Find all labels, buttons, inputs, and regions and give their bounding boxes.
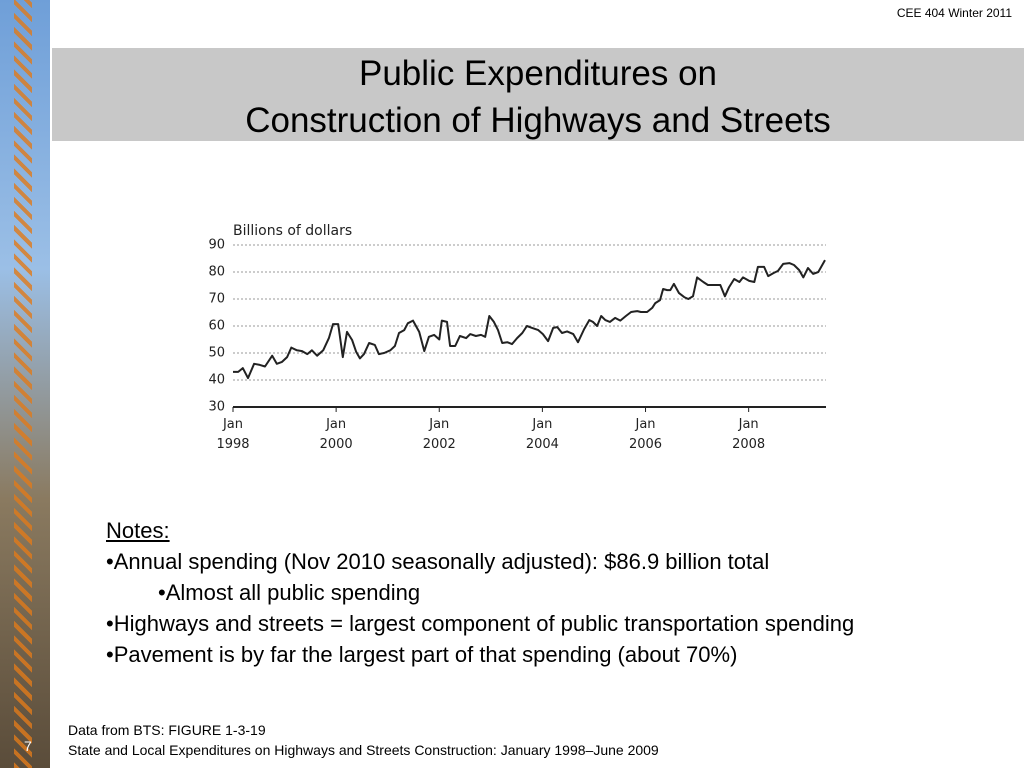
title-line: Public Expenditures on xyxy=(359,54,717,93)
x-tick-label: Jan 2008 xyxy=(732,417,765,452)
x-tick-label: Jan 1998 xyxy=(216,417,249,452)
crane-strip xyxy=(14,0,32,768)
note-item: •Pavement is by far the largest part of … xyxy=(106,642,738,667)
x-tick-label: Jan 2002 xyxy=(423,417,456,452)
x-tick-label: Jan 2006 xyxy=(629,417,662,452)
y-axis-label: Billions of dollars xyxy=(233,223,352,239)
x-tick-label: Jan 2004 xyxy=(526,417,559,452)
note-item: •Almost all public spending xyxy=(158,580,421,605)
title-band xyxy=(52,48,1024,141)
y-tick-label: 70 xyxy=(208,292,225,307)
data-line xyxy=(233,259,826,380)
header: CEE 404 Winter 2011 xyxy=(896,6,1012,20)
slide-number: 7 xyxy=(24,738,32,754)
footer-line: Data from BTS: FIGURE 1-3-19 xyxy=(68,722,266,738)
note-item: •Annual spending (Nov 2010 seasonally ad… xyxy=(106,549,770,574)
y-tick-label: 50 xyxy=(208,346,225,361)
footer-line: State and Local Expenditures on Highways… xyxy=(68,742,659,758)
notes-heading: Notes: xyxy=(106,518,170,543)
y-tick-label: 60 xyxy=(208,319,225,334)
y-tick-label: 40 xyxy=(208,373,225,388)
x-tick-label: Jan 2000 xyxy=(320,417,353,452)
y-tick-label: 80 xyxy=(208,265,225,280)
y-tick-label: 90 xyxy=(208,238,225,253)
title-line: Construction of Highways and Streets xyxy=(245,101,831,140)
y-tick-label: 30 xyxy=(208,400,225,415)
note-item: •Highways and streets = largest componen… xyxy=(106,611,855,636)
